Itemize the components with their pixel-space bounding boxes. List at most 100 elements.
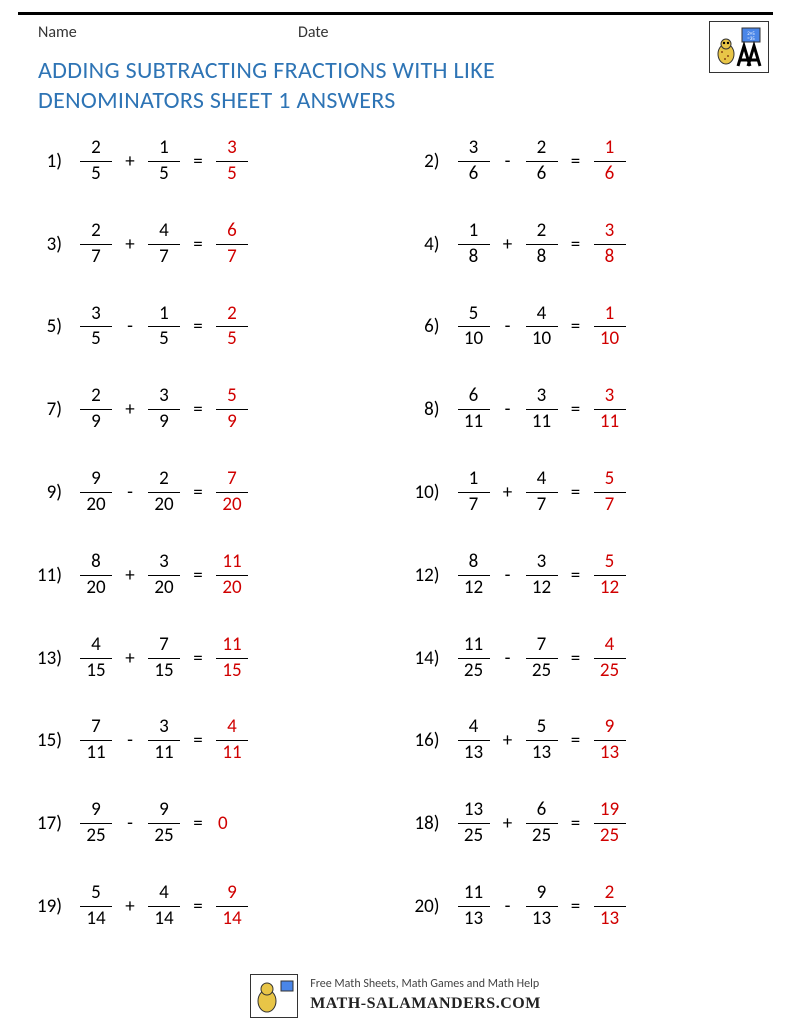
equals-sign: = [188, 729, 208, 752]
equals-sign: = [188, 398, 208, 421]
footer-site: MATH-SALAMANDERS.COM [310, 993, 541, 1015]
fraction: 6 11 [458, 386, 490, 433]
fraction: 5 13 [526, 717, 558, 764]
problem-number: 18) [406, 812, 450, 835]
numerator: 7 [87, 717, 105, 740]
problem-row: 9) 9 20 - 2 20 = 7 20 [28, 469, 386, 516]
header-row: Name Date [18, 23, 773, 42]
numerator: 3 [465, 138, 483, 161]
operator: + [498, 233, 518, 256]
numerator: 4 [533, 304, 551, 327]
fraction: 1 6 [594, 138, 626, 185]
fraction: 4 10 [526, 304, 558, 351]
denominator: 11 [528, 410, 555, 433]
denominator: 15 [82, 659, 109, 682]
denominator: 12 [460, 576, 487, 599]
fraction: 11 20 [216, 552, 248, 599]
denominator: 11 [596, 410, 623, 433]
fraction: 3 11 [594, 386, 626, 433]
problem-number: 20) [406, 895, 450, 918]
numerator: 1 [465, 469, 483, 492]
numerator: 3 [601, 221, 619, 244]
denominator: 6 [533, 162, 551, 185]
problem-number: 4) [406, 233, 450, 256]
denominator: 7 [533, 493, 551, 516]
fraction: 3 5 [80, 304, 112, 351]
denominator: 8 [533, 245, 551, 268]
operator: - [498, 150, 518, 173]
problems-grid: 1) 2 5 + 1 5 = 3 5 2) 3 6 - 2 6 = 1 6 3)… [18, 134, 773, 930]
denominator: 13 [528, 907, 555, 930]
problem-number: 11) [28, 564, 72, 587]
problem-row: 17) 9 25 - 9 25 =0 [28, 800, 386, 847]
denominator: 5 [87, 327, 105, 350]
denominator: 25 [150, 824, 177, 847]
fraction: 8 20 [80, 552, 112, 599]
numerator: 2 [533, 138, 551, 161]
equals-sign: = [566, 812, 586, 835]
operator: + [120, 564, 140, 587]
denominator: 11 [460, 410, 487, 433]
fraction: 2 5 [80, 138, 112, 185]
operator: + [120, 647, 140, 670]
numerator: 4 [155, 221, 173, 244]
denominator: 12 [528, 576, 555, 599]
numerator: 5 [533, 717, 551, 740]
fraction: 4 11 [216, 717, 248, 764]
equals-sign: = [566, 398, 586, 421]
problem-row: 18) 13 25 + 6 25 = 19 25 [406, 800, 764, 847]
denominator: 7 [155, 245, 173, 268]
denominator: 10 [460, 327, 487, 350]
numerator: 9 [223, 883, 241, 906]
numerator: 1 [155, 304, 173, 327]
denominator: 14 [82, 907, 109, 930]
operator: + [498, 812, 518, 835]
numerator: 3 [223, 138, 241, 161]
numerator: 7 [533, 635, 551, 658]
denominator: 8 [465, 245, 483, 268]
operator: - [498, 315, 518, 338]
denominator: 20 [82, 576, 109, 599]
operator: + [120, 398, 140, 421]
equals-sign: = [566, 233, 586, 256]
operator: - [498, 398, 518, 421]
denominator: 5 [223, 327, 241, 350]
fraction: 5 7 [594, 469, 626, 516]
denominator: 7 [465, 493, 483, 516]
denominator: 7 [223, 245, 241, 268]
operator: + [498, 481, 518, 504]
denominator: 11 [82, 741, 109, 764]
operator: + [120, 895, 140, 918]
problem-number: 12) [406, 564, 450, 587]
problem-row: 11) 8 20 + 3 20 = 11 20 [28, 552, 386, 599]
fraction: 3 20 [148, 552, 180, 599]
numerator: 5 [601, 469, 619, 492]
numerator: 11 [460, 883, 487, 906]
numerator: 11 [460, 635, 487, 658]
numerator: 3 [155, 717, 173, 740]
denominator: 6 [465, 162, 483, 185]
fraction: 3 5 [216, 138, 248, 185]
name-label: Name [38, 23, 298, 42]
denominator: 25 [528, 824, 555, 847]
numerator: 1 [601, 304, 619, 327]
denominator: 5 [223, 162, 241, 185]
problem-row: 10) 1 7 + 4 7 = 5 7 [406, 469, 764, 516]
problem-row: 20) 11 13 - 9 13 = 2 13 [406, 883, 764, 930]
fraction: 3 9 [148, 386, 180, 433]
denominator: 25 [82, 824, 109, 847]
denominator: 20 [150, 576, 177, 599]
denominator: 10 [528, 327, 555, 350]
operator: - [498, 647, 518, 670]
numerator: 3 [601, 386, 619, 409]
numerator: 11 [218, 552, 245, 575]
denominator: 7 [87, 245, 105, 268]
footer-tagline: Free Math Sheets, Math Games and Math He… [310, 976, 541, 993]
fraction: 9 20 [80, 469, 112, 516]
problem-number: 6) [406, 315, 450, 338]
numerator: 5 [601, 552, 619, 575]
denominator: 8 [601, 245, 619, 268]
operator: + [120, 233, 140, 256]
fraction: 19 25 [594, 800, 626, 847]
numerator: 4 [601, 635, 619, 658]
